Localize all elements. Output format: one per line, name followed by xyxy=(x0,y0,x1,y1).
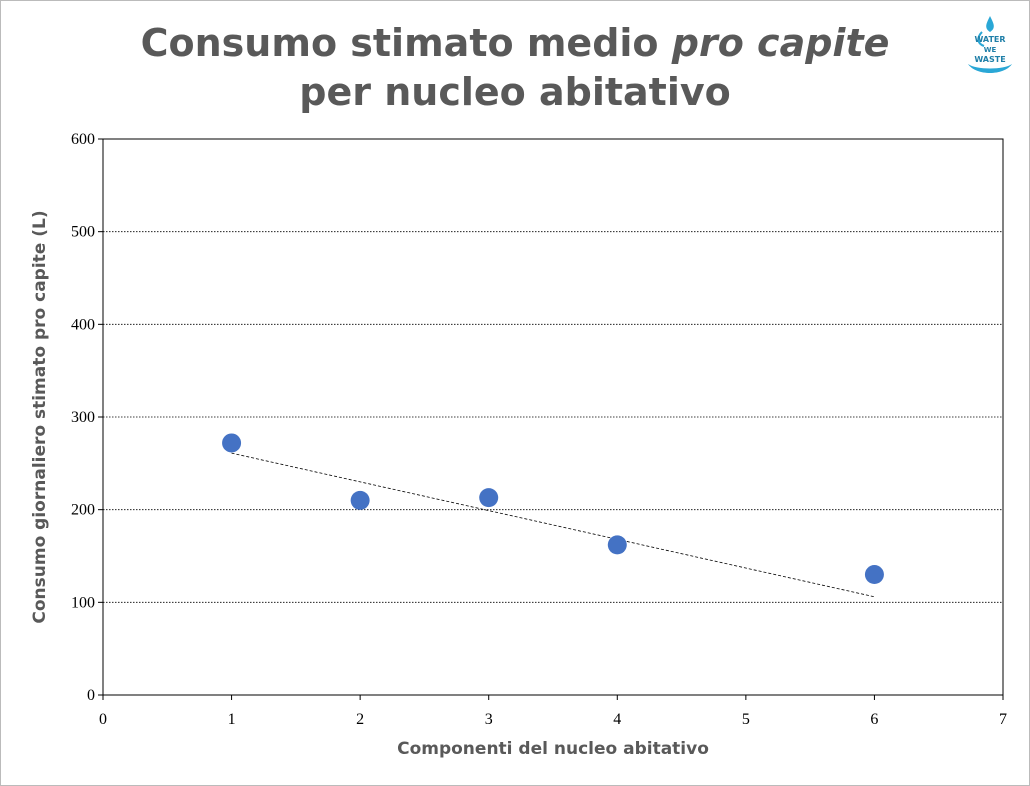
svg-text:WATER: WATER xyxy=(974,35,1005,44)
data-point xyxy=(864,565,884,585)
y-tick-label: 200 xyxy=(71,502,95,519)
chart-title-line2: per nucleo abitativo xyxy=(299,70,731,114)
x-tick-label: 2 xyxy=(356,711,364,728)
y-tick-label: 500 xyxy=(71,224,95,241)
data-point xyxy=(350,490,370,510)
x-tick-label: 6 xyxy=(870,711,878,728)
x-tick-label: 7 xyxy=(999,711,1007,728)
title-italic: pro capite xyxy=(671,21,890,65)
svg-text:WE: WE xyxy=(984,46,997,54)
data-point xyxy=(479,488,499,508)
x-tick-label: 0 xyxy=(99,711,107,728)
y-tick-label: 400 xyxy=(71,316,95,333)
plot-area xyxy=(102,138,1004,696)
data-point xyxy=(607,535,627,555)
x-tick-label: 3 xyxy=(485,711,493,728)
chart-title-line1: Consumo stimato medio pro capite xyxy=(0,20,1030,66)
x-tick-label: 1 xyxy=(228,711,236,728)
water-we-waste-logo: WATER WE WASTE xyxy=(968,16,1012,73)
y-axis-label: Consumo giornaliero stimato pro capite (… xyxy=(30,210,50,623)
y-tick-label: 300 xyxy=(71,409,95,426)
y-tick-label: 600 xyxy=(71,131,95,148)
y-tick-label: 100 xyxy=(71,594,95,611)
data-point xyxy=(222,433,242,453)
y-tick-label: 0 xyxy=(87,687,95,704)
trendline xyxy=(231,452,875,598)
svg-text:WASTE: WASTE xyxy=(974,55,1005,64)
x-tick-label: 5 xyxy=(742,711,750,728)
x-tick-label: 4 xyxy=(613,711,621,728)
x-axis-label: Componenti del nucleo abitativo xyxy=(397,739,709,759)
title-text: Consumo stimato medio xyxy=(140,21,672,65)
